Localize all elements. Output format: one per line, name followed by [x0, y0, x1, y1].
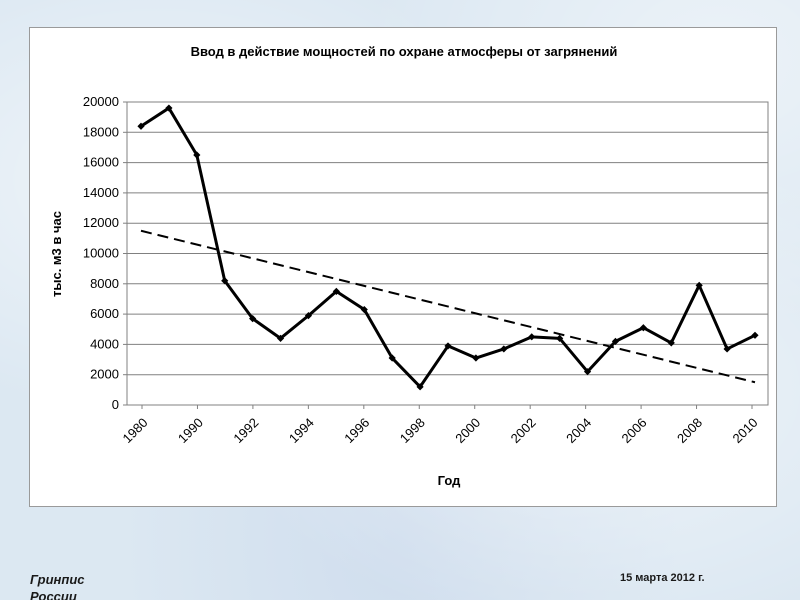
y-tick-label: 14000: [83, 185, 119, 200]
data-point-marker: [165, 104, 173, 112]
data-point-marker: [611, 337, 620, 345]
data-point-marker: [500, 345, 508, 353]
data-point-marker: [416, 383, 424, 391]
data-point-marker: [556, 334, 564, 342]
x-tick-label: 1994: [286, 415, 317, 446]
footer-organization: Гринпис России: [30, 571, 150, 600]
y-tick-label: 16000: [83, 155, 119, 170]
footer-org-line1: Гринпис: [30, 572, 85, 587]
trendline-line: [140, 229, 756, 384]
y-tick-label: 20000: [83, 94, 119, 109]
data-series: [137, 104, 759, 391]
data-point-marker: [360, 305, 368, 314]
trendline: [140, 229, 756, 384]
y-tick-label: 8000: [90, 276, 119, 291]
chart-panel: Ввод в действие мощностей по охране атмо…: [29, 27, 777, 507]
footer-org-line2: России: [30, 589, 77, 600]
x-tick-label: 1992: [230, 415, 261, 446]
x-tick-label: 2002: [508, 415, 539, 446]
y-tick-label: 4000: [90, 336, 119, 351]
y-axis-label: тыс. м3 в час: [49, 211, 64, 297]
data-point-marker: [723, 345, 731, 353]
data-point-marker: [751, 331, 759, 339]
data-point-marker: [583, 368, 592, 376]
y-axis-ticks: 0 2000 4000 6000 8000 10000 12000 14000 16000 180…: [83, 94, 127, 412]
line-chart: Ввод в действие мощностей по охране атмо…: [49, 44, 769, 488]
data-point-marker: [137, 122, 145, 130]
data-point-marker: [695, 281, 703, 289]
x-tick-label: 1996: [341, 415, 372, 446]
x-tick-label: 1998: [397, 415, 428, 446]
data-point-marker: [528, 333, 536, 341]
data-point-marker: [639, 324, 647, 332]
chart-title: Ввод в действие мощностей по охране атмо…: [191, 44, 618, 59]
y-tick-label: 6000: [90, 306, 119, 321]
data-point-marker: [388, 354, 396, 362]
y-tick-label: 12000: [83, 215, 119, 230]
data-point-marker: [304, 312, 313, 320]
data-point-marker: [249, 315, 257, 323]
x-tick-label: 1990: [175, 415, 206, 446]
y-tick-label: 18000: [83, 124, 119, 139]
y-tick-label: 0: [112, 397, 119, 412]
x-tick-label: 1980: [119, 415, 150, 446]
x-tick-label: 2006: [619, 415, 650, 446]
gridlines: [127, 131, 768, 376]
x-tick-label: 2010: [729, 415, 760, 446]
x-axis-label: Год: [438, 473, 461, 488]
data-point-marker: [444, 342, 452, 350]
data-point-marker: [667, 339, 675, 347]
y-tick-label: 10000: [83, 246, 119, 261]
footer-date: 15 марта 2012 г.: [620, 572, 705, 584]
x-tick-label: 2000: [452, 415, 483, 446]
data-point-marker: [472, 354, 480, 362]
x-tick-label: 2008: [674, 415, 705, 446]
data-point-marker: [193, 151, 201, 159]
x-axis-ticks: 1980 1990 1992 1994 1996 1998 2000 2002 2004 2006…: [119, 405, 761, 446]
data-point-marker: [332, 287, 340, 295]
y-tick-label: 2000: [90, 367, 119, 382]
x-tick-label: 2004: [563, 415, 594, 446]
